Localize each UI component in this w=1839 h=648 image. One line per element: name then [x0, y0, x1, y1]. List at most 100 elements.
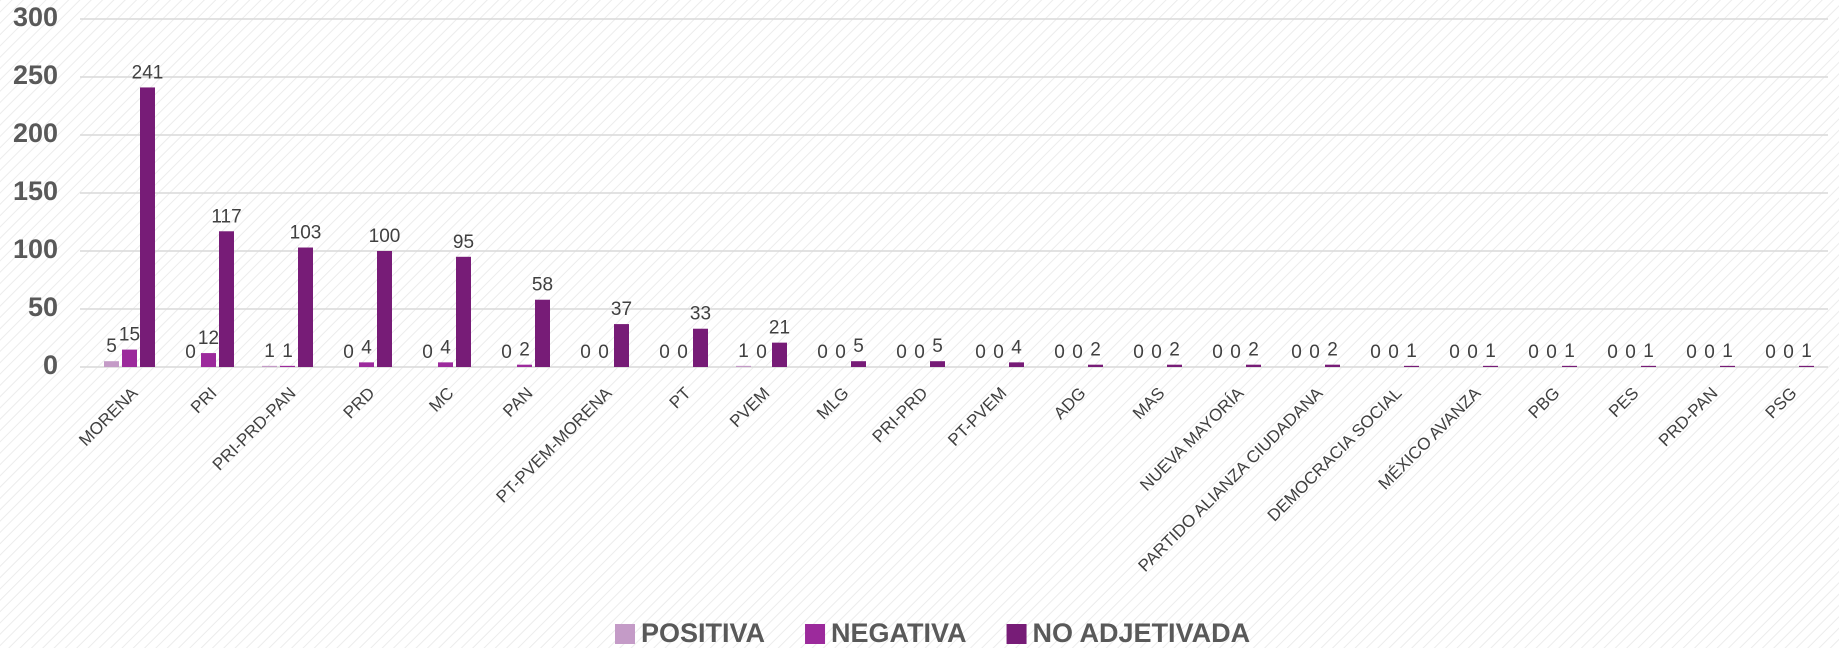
- data-label: 0: [659, 342, 670, 363]
- data-label: 58: [532, 275, 553, 296]
- data-label: 0: [501, 342, 512, 363]
- legend-swatch: [805, 624, 826, 644]
- data-label: 0: [580, 342, 591, 363]
- bar: [693, 328, 708, 367]
- bar: [1009, 362, 1024, 367]
- bar: [851, 361, 866, 367]
- data-label: 0: [1467, 342, 1478, 363]
- y-tick-label: 0: [43, 350, 58, 380]
- data-label: 2: [519, 340, 530, 361]
- y-tick-label: 100: [13, 234, 58, 264]
- bar: [280, 365, 295, 367]
- data-label: 0: [1528, 342, 1539, 363]
- data-label: 0: [1686, 342, 1697, 363]
- bar: [438, 362, 453, 367]
- legend-swatch: [1006, 624, 1027, 644]
- bar: [1641, 365, 1656, 367]
- data-label: 0: [1309, 342, 1320, 363]
- bar: [535, 299, 550, 367]
- data-label: 2: [1327, 340, 1338, 361]
- bar: [377, 251, 392, 367]
- bar: [1404, 365, 1419, 367]
- data-label: 2: [1248, 340, 1259, 361]
- y-tick-label: 300: [13, 2, 58, 32]
- bar: [201, 353, 216, 367]
- data-label: 2: [1169, 340, 1180, 361]
- legend-label: NO ADJETIVADA: [1033, 618, 1251, 648]
- bar: [517, 364, 532, 367]
- data-label: 0: [1054, 342, 1065, 363]
- data-label: 117: [211, 206, 241, 227]
- data-label: 0: [1072, 342, 1083, 363]
- bar: [140, 87, 155, 367]
- data-label: 0: [1704, 342, 1715, 363]
- data-label: 5: [853, 336, 864, 357]
- data-label: 0: [1546, 342, 1557, 363]
- bar: [298, 247, 313, 367]
- data-label: 0: [1783, 342, 1794, 363]
- data-label: 0: [1388, 342, 1399, 363]
- data-label: 1: [1406, 341, 1417, 362]
- data-label: 4: [361, 337, 372, 358]
- bar: [1088, 364, 1103, 367]
- data-label: 1: [282, 341, 293, 362]
- y-tick-label: 250: [13, 60, 58, 90]
- data-label: 21: [769, 318, 790, 339]
- data-label: 1: [738, 341, 749, 362]
- data-label: 0: [914, 342, 925, 363]
- data-label: 0: [817, 342, 828, 363]
- data-label: 95: [453, 232, 474, 253]
- data-label: 0: [835, 342, 846, 363]
- bar: [1167, 364, 1182, 367]
- bar: [1246, 364, 1261, 367]
- data-label: 0: [598, 342, 609, 363]
- data-label: 0: [1212, 342, 1223, 363]
- data-label: 1: [1564, 341, 1575, 362]
- data-label: 0: [1370, 342, 1381, 363]
- data-label: 0: [975, 342, 986, 363]
- data-label: 241: [132, 62, 164, 83]
- data-label: 0: [896, 342, 907, 363]
- bar: [219, 231, 234, 367]
- data-label: 4: [1011, 337, 1022, 358]
- data-label: 2: [1090, 340, 1101, 361]
- data-label: 5: [106, 336, 117, 357]
- data-label: 0: [1607, 342, 1618, 363]
- data-label: 0: [1291, 342, 1302, 363]
- bar: [772, 342, 787, 367]
- data-label: 1: [1643, 341, 1654, 362]
- legend-label: NEGATIVA: [831, 618, 967, 648]
- data-label: 0: [343, 342, 354, 363]
- bar: [1720, 365, 1735, 367]
- y-tick-label: 150: [13, 176, 58, 206]
- data-label: 15: [119, 325, 140, 346]
- data-label: 1: [1801, 341, 1812, 362]
- data-label: 0: [756, 342, 767, 363]
- data-label: 5: [932, 336, 943, 357]
- data-label: 100: [369, 226, 401, 247]
- data-label: 0: [185, 342, 196, 363]
- data-label: 0: [1625, 342, 1636, 363]
- bar: [262, 365, 277, 367]
- y-tick-label: 50: [28, 292, 58, 322]
- bar: [1325, 364, 1340, 367]
- bar: [736, 365, 751, 367]
- bar: [122, 349, 137, 367]
- data-label: 1: [1485, 341, 1496, 362]
- bar: [1799, 365, 1814, 367]
- y-tick-label: 200: [13, 118, 58, 148]
- data-label: 33: [690, 304, 711, 325]
- data-label: 0: [422, 342, 433, 363]
- data-label: 12: [198, 328, 219, 349]
- data-label: 0: [1765, 342, 1776, 363]
- bar: [456, 256, 471, 367]
- legend-label: POSITIVA: [641, 618, 765, 648]
- data-label: 37: [611, 299, 632, 320]
- bar: [614, 324, 629, 367]
- data-label: 103: [290, 223, 322, 244]
- data-label: 0: [1151, 342, 1162, 363]
- data-label: 1: [264, 341, 275, 362]
- bar: [1562, 365, 1577, 367]
